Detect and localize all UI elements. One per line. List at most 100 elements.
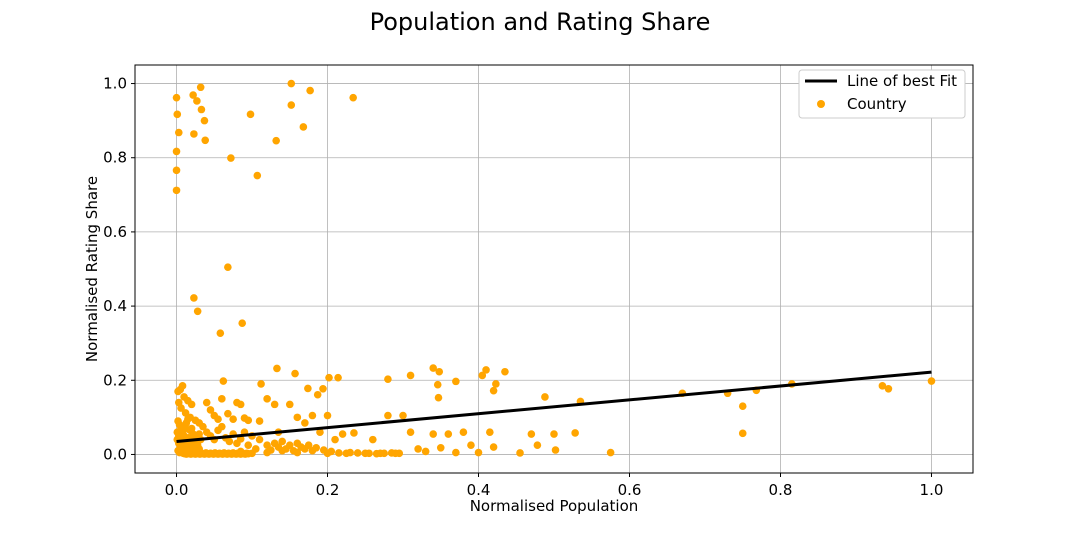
y-tick-label: 1.0 (103, 75, 127, 93)
data-point (384, 411, 392, 420)
data-point (246, 110, 255, 119)
data-point (387, 449, 396, 457)
data-point (452, 448, 460, 457)
data-point (486, 428, 494, 437)
data-point (197, 105, 206, 114)
data-point (527, 430, 536, 438)
data-point (384, 375, 392, 383)
data-point (287, 79, 296, 88)
legend-line-label: Line of best Fit (847, 72, 957, 90)
data-point (172, 147, 181, 156)
data-point (172, 166, 181, 175)
legend-box (798, 69, 966, 119)
data-point (192, 447, 200, 456)
data-point (201, 136, 210, 145)
data-point (429, 364, 438, 372)
data-point (236, 400, 245, 409)
data-point (289, 446, 298, 455)
data-point (406, 428, 415, 437)
data-point (251, 445, 260, 453)
data-point (353, 449, 362, 457)
data-point (285, 441, 294, 449)
data-point (399, 411, 407, 420)
best-fit-line (176, 370, 932, 443)
data-point (482, 366, 490, 374)
data-point (177, 404, 185, 412)
data-point (338, 430, 347, 438)
data-point (444, 430, 453, 438)
data-point (738, 429, 747, 438)
data-point (489, 443, 498, 451)
x-tick-label: 0.4 (467, 481, 491, 499)
data-point (372, 449, 381, 458)
data-point (365, 449, 373, 458)
y-axis-ticks: 0.0 0.2 0.4 0.6 0.8 1.0 (103, 75, 135, 463)
data-point (272, 136, 280, 145)
data-point (274, 443, 283, 451)
data-point (229, 415, 237, 424)
data-point (478, 371, 487, 380)
data-point (395, 449, 404, 458)
data-point (331, 435, 339, 444)
grid (135, 65, 973, 473)
data-point (313, 390, 322, 399)
data-point (436, 443, 445, 452)
data-point (224, 263, 232, 271)
data-point (190, 130, 198, 138)
data-point (206, 406, 215, 414)
data-point (253, 171, 262, 180)
data-point (225, 437, 234, 446)
data-point (325, 373, 333, 382)
data-point (244, 441, 253, 449)
data-point (224, 409, 232, 418)
data-point (218, 422, 226, 431)
data-point (516, 449, 524, 457)
y-tick-label: 0.6 (103, 223, 127, 241)
data-point (304, 384, 312, 393)
data-point (489, 386, 498, 395)
x-axis-ticks: 0.0 0.2 0.4 0.6 0.8 1.0 (165, 473, 944, 499)
data-point (278, 437, 287, 446)
data-point (263, 395, 271, 403)
chart-title: Population and Rating Share (370, 8, 711, 36)
data-point (187, 400, 196, 409)
data-point (433, 380, 442, 389)
y-tick-label: 0.0 (103, 445, 127, 463)
x-axis-label: Normalised Population (470, 497, 639, 515)
data-point (319, 385, 327, 393)
data-point (299, 123, 308, 131)
x-tick-label: 0.6 (618, 481, 642, 499)
data-point (200, 116, 209, 125)
data-point (308, 411, 317, 420)
x-tick-label: 0.2 (316, 481, 340, 499)
data-point (214, 415, 222, 424)
data-point (172, 186, 181, 195)
data-point (304, 441, 313, 449)
data-point (323, 411, 332, 420)
x-tick-label: 1.0 (920, 481, 944, 499)
data-point (571, 429, 579, 437)
data-point (501, 367, 509, 376)
data-point (452, 377, 460, 386)
data-point (244, 416, 253, 425)
data-point (287, 101, 296, 109)
data-point (406, 371, 415, 380)
data-point (189, 91, 197, 99)
data-point (178, 382, 187, 390)
data-point (306, 86, 314, 95)
data-point (327, 447, 336, 456)
data-point (551, 446, 560, 454)
data-point (884, 385, 893, 393)
data-point (541, 393, 549, 401)
data-point (349, 93, 357, 102)
data-point (927, 377, 936, 385)
data-point (319, 446, 328, 454)
data-point (316, 428, 324, 437)
data-point (293, 413, 302, 422)
data-point (184, 415, 192, 424)
data-point (267, 446, 275, 454)
data-point (380, 449, 388, 458)
legend-point-label: Country (847, 95, 907, 113)
data-point (738, 402, 747, 411)
